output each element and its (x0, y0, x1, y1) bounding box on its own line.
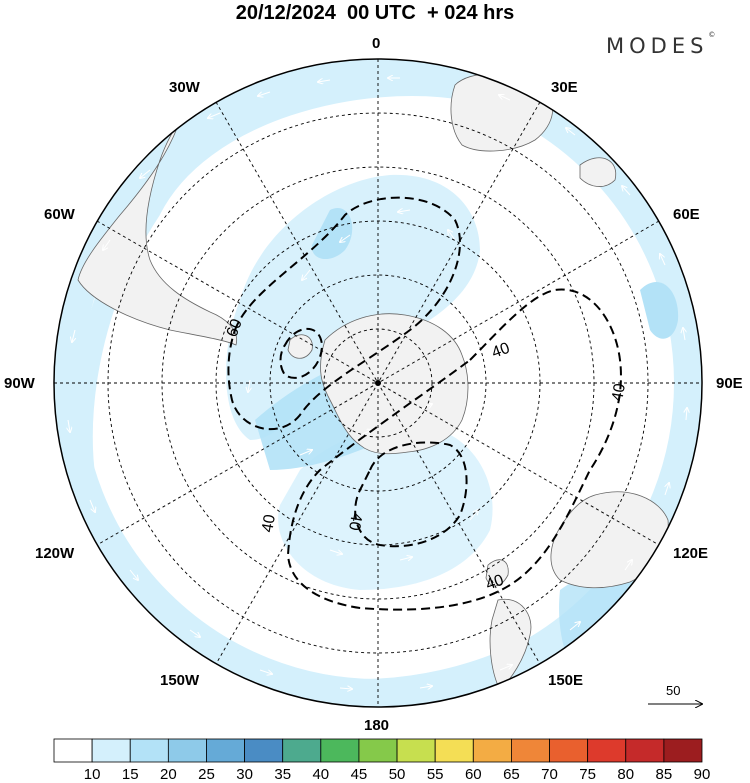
contour-label: 40 (484, 572, 507, 594)
contour-label: 40 (609, 382, 629, 403)
colorbar-swatch (549, 738, 589, 763)
lon-label-30e: 30E (551, 79, 578, 96)
south-america-shape (77, 119, 238, 346)
contour-label: 40 (345, 511, 365, 532)
colorbar-swatch (282, 738, 322, 763)
lon-label-150w: 150W (160, 672, 200, 689)
colorbar-label: 60 (464, 766, 482, 783)
colorbar-label: 85 (655, 766, 673, 783)
colorbar-label: 40 (312, 766, 330, 783)
lon-label-90e: 90E (716, 375, 743, 392)
reference-vector-label: 50 (666, 683, 681, 698)
brand-logo: MODES© (606, 31, 716, 58)
contour-label-group: 60 40 40 40 40 40 (224, 317, 629, 594)
contour-label: 60 (224, 317, 246, 340)
colorbar-swatch (434, 738, 474, 763)
colorbar-swatch (358, 738, 398, 763)
colorbar-label: 50 (388, 766, 406, 783)
colorbar-swatch (129, 738, 169, 763)
colorbar-swatch (625, 738, 665, 763)
lon-label-150e: 150E (548, 672, 584, 689)
colorbar-swatch (206, 738, 245, 763)
landmasses (77, 73, 669, 691)
madagascar-shape (579, 157, 617, 187)
isotach-contours (227, 196, 622, 611)
colorbar-swatch (472, 738, 512, 763)
colorbar-label: 70 (541, 766, 558, 783)
colorbar-swatch (91, 738, 131, 763)
colorbar-swatch (320, 738, 360, 763)
colorbar-swatch (396, 738, 436, 763)
colorbar-swatch (663, 738, 703, 763)
island-shape (485, 559, 509, 587)
colorbar-label: 75 (579, 766, 596, 783)
colorbar-label: 10 (83, 766, 101, 783)
lon-label-60e: 60E (673, 206, 700, 223)
colorbar-swatch (587, 738, 627, 763)
colorbar-label: 35 (274, 766, 292, 783)
lon-label-120e: 120E (673, 545, 709, 562)
contour-label: 40 (259, 513, 279, 534)
new-zealand-shape (489, 598, 532, 691)
lon-label-60w: 60W (44, 206, 75, 223)
colorbar-swatch (167, 738, 207, 763)
antarctic-peninsula-shape (287, 334, 313, 359)
map-title: 20/12/2024 00 UTC + 024 hrs (235, 2, 515, 24)
lon-label-120w: 120W (35, 545, 75, 562)
colorbar-label: 65 (503, 766, 520, 783)
colorbar-label: 80 (617, 766, 635, 783)
lon-label-90w: 90W (4, 375, 35, 392)
colorbar-swatch (244, 738, 284, 763)
colorbar-label: 45 (350, 766, 368, 783)
colorbar-swatch (511, 738, 550, 763)
colorbar-label: 25 (198, 766, 215, 783)
contour-label: 40 (490, 340, 513, 362)
pole-marker (375, 380, 381, 386)
lon-label-0: 0 (372, 35, 381, 52)
colorbar-swatch (53, 738, 93, 763)
lon-label-180: 180 (364, 717, 390, 734)
lon-label-30w: 30W (169, 79, 200, 96)
map-border (53, 58, 703, 708)
colorbar (53, 738, 703, 763)
colorbar-label: 30 (236, 766, 253, 783)
colorbar-label: 90 (693, 766, 711, 783)
antarctica-shape (320, 313, 469, 455)
colorbar-label: 20 (160, 766, 177, 783)
colorbar-label: 15 (121, 766, 139, 783)
australia-shape (550, 491, 669, 589)
colorbar-label: 55 (426, 766, 444, 783)
